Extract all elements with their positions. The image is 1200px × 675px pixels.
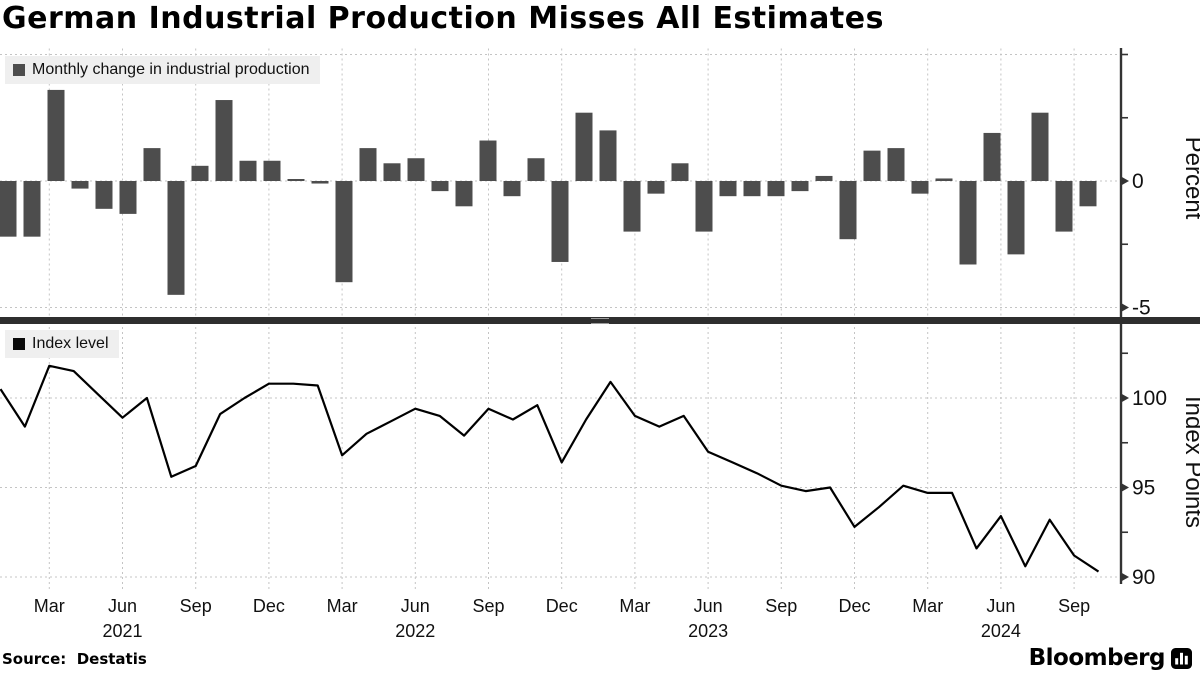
- bar-2023-02: [599, 130, 617, 181]
- y-axis-title-percent: Percent: [1180, 137, 1200, 220]
- legend-monthly-change: Monthly change in industrial production: [5, 56, 320, 84]
- xtick-month: Jun: [986, 596, 1015, 616]
- panel-separator: [0, 317, 1200, 324]
- legend-index-level: Index level: [5, 330, 119, 358]
- ytick-bottom-90: 90: [1132, 566, 1155, 589]
- bar-2023-06: [695, 181, 713, 232]
- xtick-year-2022: 2022: [395, 621, 435, 641]
- bar-2024-09: [1055, 181, 1073, 232]
- bar-2022-05: [383, 163, 401, 181]
- bloomberg-logo: Bloomberg: [1029, 645, 1192, 671]
- bar-2021-04: [71, 181, 89, 189]
- bar-series-swatch-icon: [13, 64, 25, 76]
- bar-2023-11: [815, 175, 833, 181]
- x-axis-labels: Mar Jun Sep Dec Mar Jun Sep Dec Mar Jun Sep Dec Mar J…: [34, 596, 1090, 641]
- line-series-index-level: [0, 364, 1100, 573]
- bar-2023-03: [623, 181, 641, 232]
- bar-2021-03: [47, 89, 65, 181]
- bar-2021-02: [23, 181, 41, 237]
- bar-2024-02: [887, 148, 905, 181]
- legend-monthly-change-label: Monthly change in industrial production: [32, 61, 310, 78]
- bar-2021-08: [167, 181, 185, 295]
- bar-2022-12: [551, 181, 569, 262]
- bloomberg-chart-icon: [1171, 647, 1192, 669]
- xtick-month: Mar: [327, 596, 358, 616]
- bar-2024-06: [983, 132, 1001, 181]
- xtick-month: Dec: [253, 596, 285, 616]
- bar-2024-03: [911, 181, 929, 194]
- legend-index-level-label: Index level: [32, 335, 109, 352]
- bar-2023-04: [647, 181, 665, 194]
- bar-2023-05: [671, 163, 689, 181]
- right-axis: 0 -5 100 95 90 Percent Index Points: [1119, 48, 1200, 589]
- xtick-month: Sep: [765, 596, 797, 616]
- bar-2021-09: [191, 165, 209, 181]
- xtick-year-2024: 2024: [981, 621, 1021, 641]
- bloomberg-wordmark: Bloomberg: [1028, 645, 1166, 671]
- xtick-month: Dec: [546, 596, 578, 616]
- line-series-swatch-icon: [13, 338, 25, 350]
- xtick-month: Dec: [838, 596, 870, 616]
- index-level-line: [0, 364, 1100, 573]
- bar-2024-07: [1007, 181, 1025, 255]
- bar-2021-12: [263, 160, 281, 181]
- bar-2022-07: [431, 181, 449, 192]
- xtick-month: Sep: [1058, 596, 1090, 616]
- bar-2023-08: [743, 181, 761, 197]
- xtick-year-2021: 2021: [102, 621, 142, 641]
- bar-2022-06: [407, 158, 425, 181]
- bar-2022-04: [359, 148, 377, 181]
- xtick-month: Sep: [180, 596, 212, 616]
- bar-2022-08: [455, 181, 473, 207]
- bar-2023-01: [575, 112, 593, 181]
- xtick-month: Jun: [108, 596, 137, 616]
- bar-2022-02: [311, 181, 329, 184]
- bar-2023-07: [719, 181, 737, 197]
- bar-2024-05: [959, 181, 977, 265]
- ytick-top--5: -5: [1132, 297, 1151, 320]
- bar-2021-07: [143, 148, 161, 181]
- ytick-bottom-100: 100: [1132, 387, 1167, 410]
- bar-2023-12: [839, 181, 857, 240]
- xtick-month: Jun: [694, 596, 723, 616]
- xtick-month: Mar: [912, 596, 943, 616]
- y-axis-title-index-points: Index Points: [1180, 396, 1200, 528]
- bar-2021-01: [0, 181, 17, 237]
- bar-2022-09: [479, 140, 497, 181]
- bar-2023-09: [767, 181, 785, 197]
- source-note: Source: Destatis: [2, 650, 147, 668]
- bar-2021-10: [215, 100, 233, 181]
- xtick-month: Mar: [619, 596, 650, 616]
- bar-2022-01: [287, 179, 305, 181]
- xtick-month: Mar: [34, 596, 65, 616]
- bar-2021-11: [239, 160, 257, 181]
- bar-2024-01: [863, 150, 881, 181]
- bar-2021-06: [119, 181, 137, 214]
- bar-series-monthly-change: [0, 89, 1097, 295]
- bar-2023-10: [791, 181, 809, 192]
- ytick-top-0: 0: [1132, 170, 1144, 193]
- xtick-year-2023: 2023: [688, 621, 728, 641]
- page-title: German Industrial Production Misses All …: [2, 1, 884, 36]
- bar-2024-08: [1031, 112, 1049, 181]
- bar-2022-11: [527, 158, 545, 181]
- xtick-month: Sep: [472, 596, 504, 616]
- bar-2022-03: [335, 181, 353, 283]
- bar-2024-04: [935, 178, 953, 181]
- bar-2022-10: [503, 181, 521, 197]
- bar-2021-05: [95, 181, 113, 209]
- separator-drag-handle-icon[interactable]: [591, 318, 609, 324]
- ytick-bottom-95: 95: [1132, 477, 1155, 500]
- bar-2024-10: [1079, 181, 1097, 207]
- xtick-month: Jun: [401, 596, 430, 616]
